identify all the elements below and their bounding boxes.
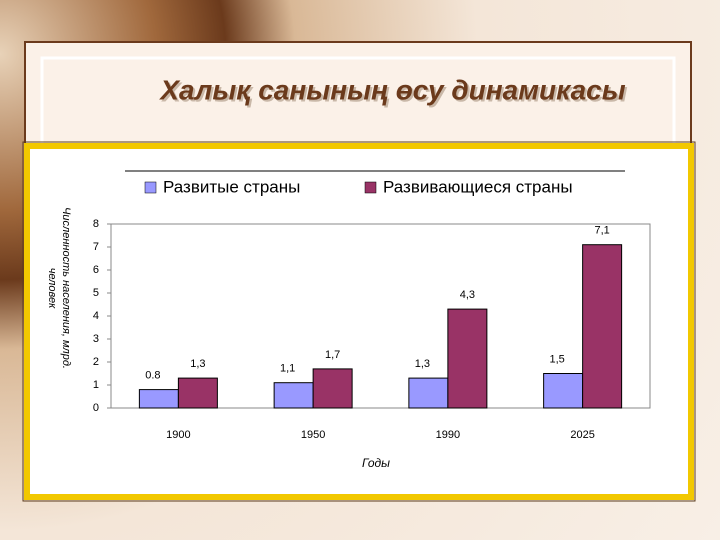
- y-axis-label-box: Численность населения, млрд. человек: [46, 207, 72, 369]
- value-label: 1,7: [325, 349, 340, 361]
- value-label: 4,3: [460, 289, 475, 301]
- bar: [543, 373, 584, 409]
- legend-swatch: [364, 181, 377, 194]
- x-tick-label: 1900: [166, 429, 190, 441]
- chart-box: [24, 143, 694, 500]
- value-label: 1,5: [549, 353, 564, 365]
- chart-outline: [22, 141, 696, 502]
- y-tick-label: 5: [93, 287, 99, 299]
- chart-title: Халық санының өсу динамикасы: [158, 74, 625, 105]
- y-axis-label: Численность населения, млрд. человек: [46, 207, 72, 369]
- bar: [177, 377, 218, 409]
- title-shadow: Халық санының өсу динамикасы: [160, 76, 627, 107]
- bar: [312, 368, 353, 409]
- x-tick-label: 1950: [301, 429, 325, 441]
- bar: [273, 382, 314, 409]
- value-label: 1,3: [415, 358, 430, 370]
- title-box: [24, 41, 692, 158]
- y-tick-label: 6: [93, 264, 99, 276]
- y-tick-label: 2: [93, 356, 99, 368]
- x-axis-label: Годы: [362, 456, 390, 470]
- value-label: 0.8: [145, 370, 160, 382]
- legend-label: Развитые страны: [163, 177, 300, 196]
- y-tick-label: 7: [93, 241, 99, 253]
- value-label: 7,1: [594, 225, 609, 237]
- y-tick-label: 1: [93, 379, 99, 391]
- y-tick-label: 3: [93, 333, 99, 345]
- value-label: 1,1: [280, 363, 295, 375]
- x-tick-label: 1990: [436, 429, 460, 441]
- bar: [582, 244, 623, 409]
- bar: [408, 377, 449, 409]
- y-tick-label: 0: [93, 402, 99, 414]
- value-label: 1,3: [190, 358, 205, 370]
- bar: [138, 389, 179, 409]
- legend-swatch: [144, 181, 157, 194]
- y-tick-label: 8: [93, 218, 99, 230]
- x-tick-label: 2025: [570, 429, 594, 441]
- legend-label: Развивающиеся страны: [383, 177, 573, 196]
- y-tick-label: 4: [93, 310, 99, 322]
- bar: [447, 308, 488, 409]
